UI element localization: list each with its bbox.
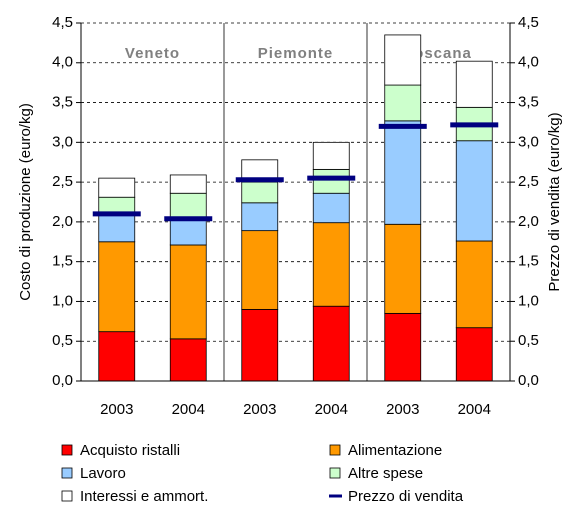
bar-segment (312, 222, 350, 307)
legend-label: Interessi e ammort. (80, 488, 208, 505)
y-tick-label: 4,0 (52, 54, 73, 71)
y-tick-label: 4,5 (52, 14, 73, 31)
bar-segment (384, 223, 422, 314)
bar-segment (312, 305, 350, 382)
bar-segment (241, 181, 279, 204)
bar-segment (384, 312, 422, 382)
legend-swatch (61, 467, 73, 479)
x-tick-label: 2004 (458, 401, 491, 418)
y-tick-label: 1,5 (52, 253, 73, 270)
legend-label: Altre spese (348, 465, 423, 482)
bar-segment (455, 60, 493, 108)
legend-swatch (329, 444, 341, 456)
legend-swatch (329, 467, 341, 479)
legend-label: Lavoro (80, 465, 126, 482)
bar-segment (169, 244, 207, 340)
y-tick-label: 2,0 (52, 213, 73, 230)
y2-tick-label: 3,5 (518, 94, 539, 111)
x-tick-label: 2003 (243, 401, 276, 418)
bar-segment (169, 192, 207, 219)
y2-tick-label: 0,0 (518, 372, 539, 389)
bar-segment (98, 241, 136, 333)
legend-label: Acquisto ristalli (80, 442, 180, 459)
group-label: Veneto (125, 45, 180, 62)
y-tick-label: 0,5 (52, 332, 73, 349)
legend-swatch (61, 444, 73, 456)
x-tick-label: 2004 (172, 401, 205, 418)
bar-segment (169, 338, 207, 382)
y-tick-label: 0,0 (52, 372, 73, 389)
bar-segment (384, 84, 422, 122)
y2-tick-label: 2,5 (518, 173, 539, 190)
bar-segment (312, 192, 350, 224)
bar-segment (312, 168, 350, 194)
bar-segment (312, 141, 350, 170)
bar-segment (98, 177, 136, 198)
bar-segment (241, 308, 279, 382)
y-tick-label: 3,5 (52, 94, 73, 111)
y2-tick-label: 2,0 (518, 213, 539, 230)
bar-segment (455, 140, 493, 242)
x-tick-label: 2003 (386, 401, 419, 418)
y2-tick-label: 4,5 (518, 14, 539, 31)
y-axis-title: Costo di produzione (euro/kg) (17, 103, 34, 301)
bar-segment (241, 202, 279, 232)
bar-segment (455, 327, 493, 382)
y-tick-label: 2,5 (52, 173, 73, 190)
y2-tick-label: 1,0 (518, 292, 539, 309)
y2-tick-label: 1,5 (518, 253, 539, 270)
x-tick-label: 2004 (315, 401, 348, 418)
bar-segment (384, 34, 422, 86)
bar-segment (455, 240, 493, 329)
x-tick-label: 2003 (100, 401, 133, 418)
group-label: Toscana (405, 45, 472, 62)
bar-segment (169, 217, 207, 246)
y2-tick-label: 0,5 (518, 332, 539, 349)
y2-tick-label: 4,0 (518, 54, 539, 71)
bar-segment (98, 215, 136, 243)
bar-segment (169, 174, 207, 194)
legend-swatch (61, 490, 73, 502)
y2-tick-label: 3,0 (518, 133, 539, 150)
bar-segment (384, 120, 422, 225)
y2-axis-title: Prezzo di vendita (euro/kg) (546, 112, 563, 291)
legend-label: Prezzo di vendita (348, 488, 464, 505)
y-tick-label: 3,0 (52, 133, 73, 150)
y-tick-label: 1,0 (52, 292, 73, 309)
group-label: Piemonte (258, 45, 334, 62)
bar-segment (98, 331, 136, 382)
legend-label: Alimentazione (348, 442, 442, 459)
bar-segment (241, 230, 279, 310)
